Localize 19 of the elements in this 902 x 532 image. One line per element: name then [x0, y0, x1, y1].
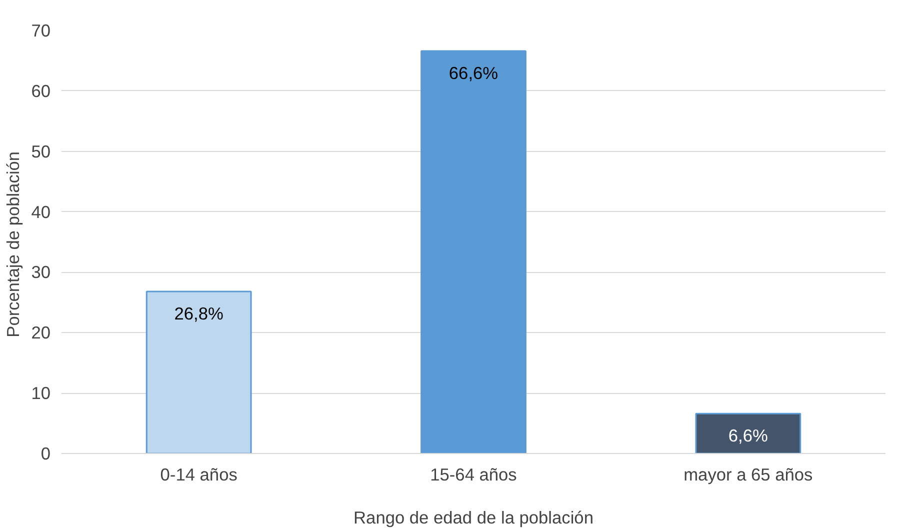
- y-tick-label: 70: [31, 20, 51, 40]
- x-tick-label: mayor a 65 años: [684, 464, 814, 484]
- y-tick-label: 40: [31, 202, 51, 222]
- y-tick-label: 0: [40, 444, 51, 464]
- x-axis-title: Rango de edad de la población: [354, 508, 594, 528]
- y-tick-label: 20: [31, 322, 51, 343]
- data-label: 66,6%: [448, 63, 498, 84]
- data-label: 6,6%: [728, 426, 768, 446]
- y-tick-label: 10: [31, 383, 51, 404]
- bar: [695, 412, 802, 454]
- y-tick-label: 30: [31, 262, 51, 282]
- x-tick-label: 0-14 años: [160, 464, 238, 484]
- y-axis-title: Porcentaje de población: [3, 151, 24, 338]
- bar: [420, 50, 526, 454]
- y-tick-label: 50: [31, 141, 51, 162]
- data-label: 26,8%: [174, 304, 224, 324]
- x-tick-label: 15-64 años: [430, 464, 518, 484]
- bar: [146, 290, 252, 454]
- y-tick-label: 60: [31, 80, 51, 101]
